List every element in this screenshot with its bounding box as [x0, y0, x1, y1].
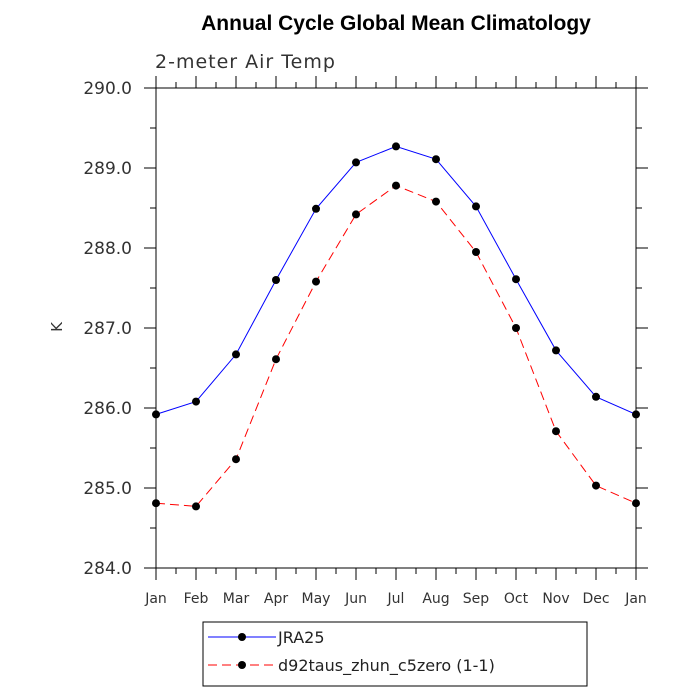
data-point — [192, 397, 200, 406]
data-point — [312, 204, 320, 213]
x-tick-label: Feb — [184, 591, 209, 607]
chart-title: Annual Cycle Global Mean Climatology — [201, 12, 591, 35]
x-tick-label: Jan — [624, 591, 647, 607]
x-tick-label: Apr — [264, 591, 288, 607]
x-tick-label: Jul — [387, 591, 405, 607]
y-tick-label: 286.0 — [83, 399, 132, 419]
series-layer — [152, 142, 640, 511]
data-point — [392, 142, 400, 151]
x-tick-label: Mar — [223, 591, 250, 607]
data-point — [552, 346, 560, 355]
data-point — [232, 350, 240, 359]
x-tick-label: Oct — [504, 591, 529, 607]
legend-marker — [238, 661, 246, 669]
x-tick-label: Sep — [463, 591, 490, 607]
x-tick-label: Aug — [422, 591, 449, 607]
y-tick-label: 288.0 — [83, 239, 132, 259]
chart-subtitle: 2-meter Air Temp — [155, 51, 336, 73]
y-tick-label: 284.0 — [83, 559, 132, 579]
x-tick-labels: Jan Feb Mar Apr May Jun Jul Aug Sep Oct Nov Dec Jan — [144, 591, 647, 607]
legend-box — [202, 621, 588, 687]
x-tick-label: Jan — [144, 591, 167, 607]
data-point — [472, 248, 480, 256]
axis-ticks — [144, 76, 648, 580]
legend-label: JRA25 — [277, 628, 325, 647]
y-tick-labels: 284.0 285.0 286.0 287.0 288.0 289.0 290.0 — [83, 79, 132, 579]
data-point — [512, 275, 520, 284]
data-point — [592, 481, 600, 490]
legend: JRA25 d92taus_zhun_c5zero (1-1) — [202, 621, 588, 687]
x-tick-label: Jun — [344, 591, 367, 607]
data-point — [312, 277, 320, 286]
data-point — [432, 197, 440, 206]
data-point — [472, 202, 480, 211]
x-tick-label: Dec — [582, 591, 609, 607]
data-point — [352, 158, 360, 167]
legend-marker — [238, 633, 246, 641]
data-point — [272, 355, 280, 364]
data-point — [352, 210, 360, 219]
data-point — [232, 455, 240, 464]
legend-label: d92taus_zhun_c5zero (1-1) — [278, 656, 495, 676]
data-point — [392, 181, 400, 190]
y-tick-label: 285.0 — [83, 479, 132, 499]
y-tick-label: 289.0 — [83, 159, 132, 179]
x-tick-label: May — [302, 591, 331, 607]
data-point — [552, 427, 560, 436]
data-point — [272, 276, 280, 284]
data-point — [512, 324, 520, 332]
plot-frame — [155, 87, 637, 569]
series-line — [155, 185, 637, 507]
data-point — [432, 155, 440, 164]
data-point — [592, 392, 600, 401]
y-axis-label: K — [48, 321, 66, 332]
y-tick-label: 290.0 — [83, 79, 132, 99]
x-tick-label: Nov — [542, 591, 569, 607]
data-point — [192, 502, 200, 511]
y-tick-label: 287.0 — [83, 319, 132, 339]
